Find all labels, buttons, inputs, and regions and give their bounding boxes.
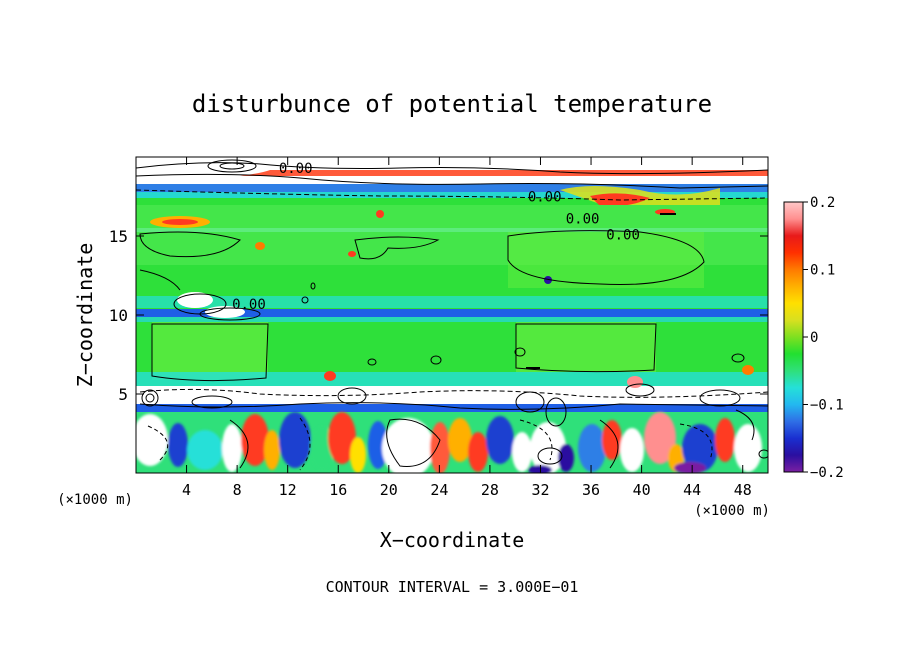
x-axis: 4 8 12 16 20 24 28 32 36 40 44 48 [182, 157, 752, 499]
contour-interval-note: CONTOUR INTERVAL = 3.000E−01 [326, 578, 579, 596]
field-low-blue [136, 404, 768, 412]
x-tick-label: 20 [380, 481, 398, 499]
heatmap-field: 0.000.000.000.000.00 [136, 157, 768, 473]
contour-label: 0.00 [606, 227, 640, 243]
colorbar-tick-label: −0.1 [810, 398, 844, 414]
field-block-upper-right [508, 232, 704, 288]
x-tick-label: 16 [329, 481, 347, 499]
x-tick-label: 8 [233, 481, 242, 499]
field-cyan-stripe-1 [136, 228, 768, 232]
colorbar-tick-label: 0.2 [810, 195, 835, 211]
x-tick-label: 40 [633, 481, 651, 499]
x-tick-label: 24 [430, 481, 448, 499]
contour-label: 0.00 [528, 190, 562, 206]
field-low-cyan [136, 372, 768, 386]
field-mid-line-blue [136, 309, 768, 317]
colorbar-tick-label: −0.2 [810, 465, 844, 481]
field-top-red-strip [136, 170, 768, 176]
chart-title: disturbunce of potential temperature [192, 90, 712, 118]
x-tick-label: 28 [481, 481, 499, 499]
field-block-left [152, 322, 268, 380]
x-axis-unit-left: (×1000 m) [57, 492, 133, 508]
field-mid-line-cyan-2 [136, 317, 768, 322]
colorbar: 0.2 0.1 0 −0.1 −0.2 [783, 195, 844, 481]
contour-label: 0.00 [279, 161, 313, 177]
contour-label: 0.00 [232, 297, 266, 313]
field-bottom-turbulence [136, 412, 762, 473]
colorbar-bar [783, 201, 804, 473]
contour-labels: 0.000.000.000.000.00 [232, 161, 640, 313]
contour-lines [136, 159, 768, 471]
y-tick-label: 10 [109, 306, 128, 325]
x-axis-label: X−coordinate [380, 528, 525, 552]
x-tick-label: 12 [279, 481, 297, 499]
x-tick-label: 32 [531, 481, 549, 499]
y-axis-label: Z−coordinate [73, 243, 97, 388]
x-tick-label: 36 [582, 481, 600, 499]
x-tick-label: 4 [182, 481, 191, 499]
x-axis-unit-right: (×1000 m) [694, 503, 770, 519]
y-tick-label: 15 [109, 227, 128, 246]
field-low-white [136, 386, 768, 406]
colorbar-tick-label: 0 [810, 330, 818, 346]
colorbar-tick-label: 0.1 [810, 263, 835, 279]
field-top-patch-left [136, 157, 276, 176]
field-mid-line-cyan [136, 296, 768, 308]
y-tick-label: 5 [118, 385, 128, 404]
x-tick-label: 48 [734, 481, 752, 499]
contour-label: 0.00 [566, 212, 600, 228]
field-block-right [516, 322, 656, 372]
field-small-patches [150, 209, 754, 388]
field-top-blue-strip [136, 184, 768, 192]
x-tick-label: 44 [683, 481, 701, 499]
colorbar-ticks: 0.2 0.1 0 −0.1 −0.2 [803, 195, 844, 481]
y-axis: 5 10 15 [109, 227, 768, 404]
field-top-cyan-strip [136, 192, 768, 198]
